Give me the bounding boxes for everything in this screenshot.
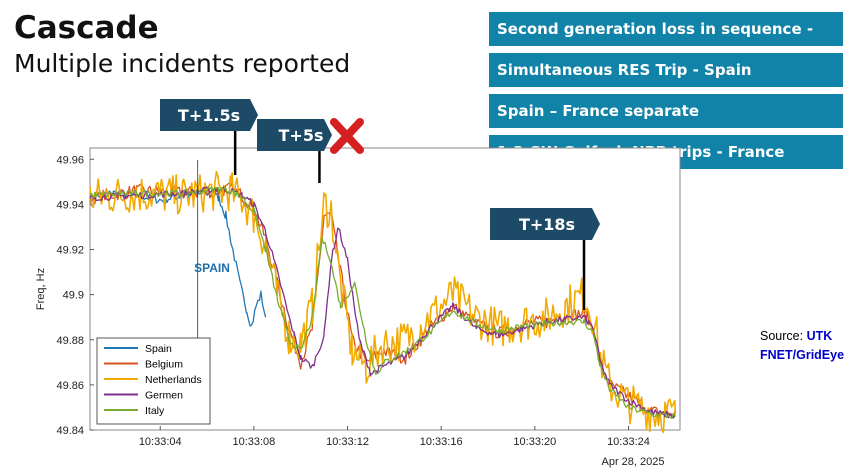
flag-t1-5s: T+1.5s xyxy=(160,99,258,131)
source-project: FNET/GridEye xyxy=(760,348,845,362)
flag-t5s-shape xyxy=(257,119,332,151)
series-line-netherlands xyxy=(89,170,677,434)
y-tick-label: 49.88 xyxy=(56,335,84,347)
y-tick-label: 49.86 xyxy=(56,380,84,392)
flag-t18s-shape xyxy=(490,208,600,240)
flag-t1-5s-shape xyxy=(160,99,258,131)
event-box-separation: Spain – France separate xyxy=(489,94,843,128)
spain-annotation: SPAIN xyxy=(194,261,230,275)
cross-icon xyxy=(330,118,364,154)
x-tick-label: 10:33:20 xyxy=(513,436,556,448)
x-tick-label: 10:33:24 xyxy=(607,436,650,448)
y-axis-label: Freq, Hz xyxy=(35,268,47,310)
legend-label: Belgium xyxy=(145,359,183,371)
legend-label: Netherlands xyxy=(145,374,202,386)
series-line-italy xyxy=(89,186,676,419)
flag-t5s-label: T+5s xyxy=(279,126,324,145)
legend-label: Italy xyxy=(145,405,165,417)
axis-ticks: 49.84 49.86 49.88 49.9 49.92 49.94 49.96 10:33:… xyxy=(56,154,649,448)
y-tick-label: 49.84 xyxy=(56,425,84,437)
y-tick-label: 49.92 xyxy=(56,245,84,257)
source-label: Source: xyxy=(760,329,804,343)
y-tick-label: 49.96 xyxy=(56,154,84,166)
legend: Spain Belgium Netherlands Germen Italy xyxy=(96,337,211,425)
legend-label: Spain xyxy=(145,343,172,355)
source-note: Source: UTK FNET/GridEye xyxy=(760,327,844,365)
flag-t18s-label: T+18s xyxy=(519,215,575,234)
x-axis-date-label: Apr 28, 2025 xyxy=(602,456,665,468)
y-tick-label: 49.94 xyxy=(56,199,84,211)
flag-t5s: T+5s xyxy=(257,119,332,151)
x-tick-label: 10:33:16 xyxy=(420,436,463,448)
flag-t18s: T+18s xyxy=(490,208,600,240)
series-line-germen xyxy=(89,186,676,419)
x-tick-label: 10:33:08 xyxy=(232,436,275,448)
source-org: UTK xyxy=(806,329,833,343)
flag-t1-5s-label: T+1.5s xyxy=(178,106,240,125)
slide-title: Cascade xyxy=(14,10,159,46)
series-lines xyxy=(89,170,677,434)
legend-label: Germen xyxy=(145,390,183,402)
x-tick-label: 10:33:04 xyxy=(139,436,182,448)
y-tick-label: 49.9 xyxy=(63,290,84,302)
x-tick-label: 10:33:12 xyxy=(326,436,369,448)
slide-subtitle: Multiple incidents reported xyxy=(14,49,351,78)
event-box-res-trip: Simultaneous RES Trip - Spain xyxy=(489,53,843,87)
